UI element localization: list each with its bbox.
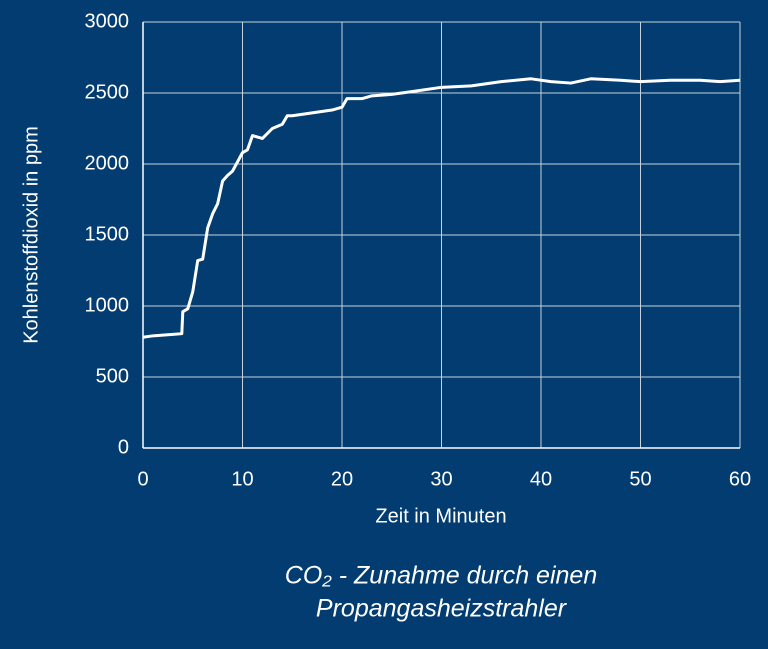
x-tick-label: 0 bbox=[137, 468, 148, 490]
y-tick-label: 2000 bbox=[85, 152, 130, 174]
x-tick-label: 40 bbox=[530, 468, 552, 490]
y-tick-label: 1000 bbox=[85, 294, 130, 316]
x-tick-label: 50 bbox=[629, 468, 651, 490]
y-tick-label: 1500 bbox=[85, 223, 130, 245]
chart-title: CO₂ - Zunahme durch einen bbox=[285, 562, 597, 590]
x-tick-label: 20 bbox=[331, 468, 353, 490]
chart-title: Propangasheizstrahler bbox=[316, 595, 568, 623]
x-tick-label: 60 bbox=[729, 468, 751, 490]
x-tick-label: 10 bbox=[231, 468, 253, 490]
y-tick-label: 0 bbox=[118, 436, 129, 458]
y-axis-title: Kohlenstoffdioxid in ppm bbox=[20, 126, 42, 344]
x-axis-title: Zeit in Minuten bbox=[375, 505, 506, 527]
y-tick-label: 3000 bbox=[85, 10, 130, 32]
y-tick-label: 2500 bbox=[85, 81, 130, 103]
data-line bbox=[142, 77, 741, 339]
y-tick-label: 500 bbox=[96, 365, 129, 387]
x-tick-label: 30 bbox=[430, 468, 452, 490]
